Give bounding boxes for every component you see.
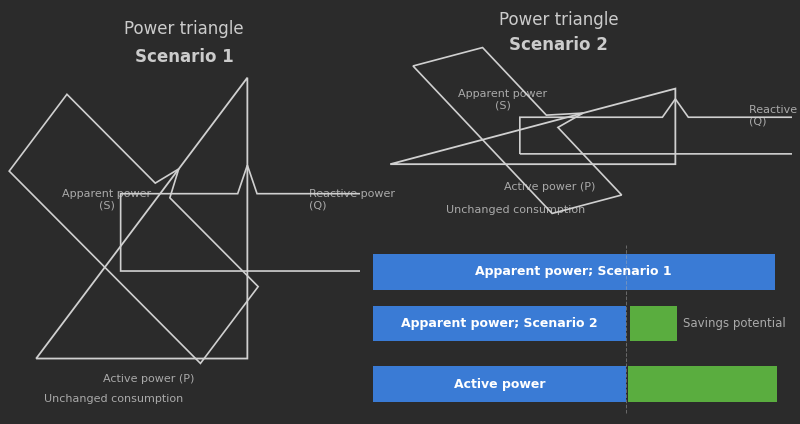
Text: Active power (P): Active power (P) [504,182,596,192]
Text: Apparent power
(S): Apparent power (S) [458,89,547,111]
Text: Power triangle: Power triangle [124,20,244,38]
Text: Apparent power
(S): Apparent power (S) [62,189,151,211]
Text: Apparent power; Scenario 1: Apparent power; Scenario 1 [475,265,672,279]
Text: Unchanged consumption: Unchanged consumption [44,394,183,404]
Bar [630,306,677,341]
Text: Unchanged consumption: Unchanged consumption [446,205,585,215]
Bar [373,306,626,341]
Bar [373,366,626,402]
Text: Active power (P): Active power (P) [103,374,194,384]
Text: Power triangle: Power triangle [499,11,618,29]
Text: Active power: Active power [454,378,545,391]
Text: Apparent power; Scenario 2: Apparent power; Scenario 2 [401,317,598,330]
Text: Reactive power
(Q): Reactive power (Q) [749,105,800,127]
Text: Scenario 1: Scenario 1 [134,48,234,66]
Bar [628,366,777,402]
Text: Scenario 2: Scenario 2 [510,36,608,54]
Text: Savings potential: Savings potential [683,317,786,330]
Bar [373,254,775,290]
Text: Reactive power
(Q): Reactive power (Q) [309,189,395,211]
